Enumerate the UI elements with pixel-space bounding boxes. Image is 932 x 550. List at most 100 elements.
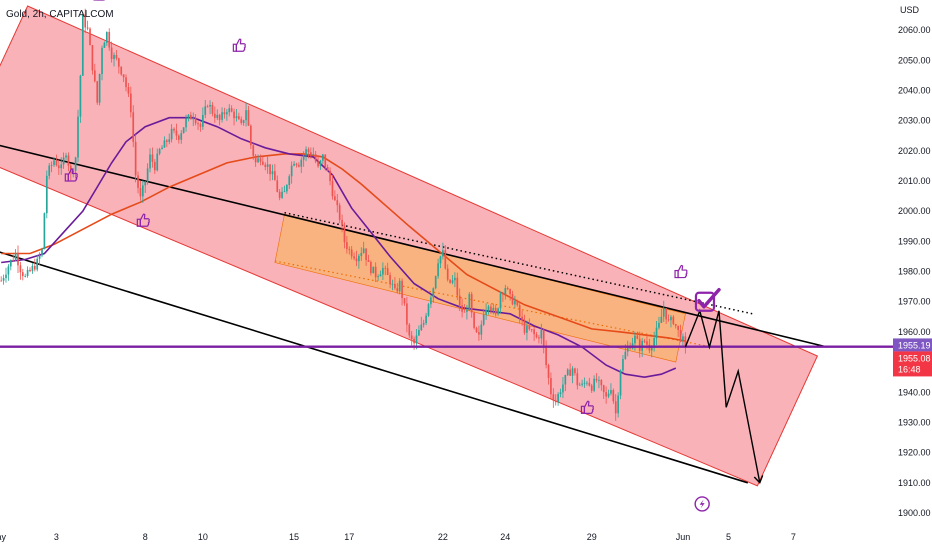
candle bbox=[214, 106, 216, 123]
candle bbox=[403, 298, 406, 306]
candle bbox=[293, 161, 295, 167]
candle bbox=[216, 109, 219, 121]
candle bbox=[60, 157, 63, 175]
price-tick-label: 2000.00 bbox=[898, 206, 931, 216]
candle bbox=[562, 377, 564, 399]
candle-body bbox=[29, 269, 31, 272]
candle-body bbox=[384, 267, 387, 269]
candle-body bbox=[31, 265, 34, 272]
candle bbox=[535, 331, 538, 339]
candle bbox=[329, 167, 331, 186]
thumbs-up-icon[interactable] bbox=[674, 264, 688, 279]
candle bbox=[444, 245, 447, 270]
candle-body bbox=[439, 256, 442, 264]
candle bbox=[545, 340, 547, 369]
candle-body bbox=[350, 249, 353, 257]
thumbs-up-icon[interactable] bbox=[136, 213, 150, 227]
candle bbox=[667, 314, 670, 322]
candle bbox=[182, 127, 185, 134]
time-tick-label: Jun bbox=[676, 532, 691, 542]
candle bbox=[110, 41, 113, 63]
candle-body bbox=[437, 263, 439, 277]
price-tick-label: 1990.00 bbox=[898, 236, 931, 246]
candle-body bbox=[216, 114, 219, 118]
candle bbox=[134, 134, 137, 183]
candle bbox=[120, 66, 123, 76]
candle bbox=[389, 272, 391, 289]
candle-body bbox=[127, 87, 130, 94]
candle-body bbox=[86, 27, 89, 29]
plot-area[interactable] bbox=[0, 0, 893, 512]
candle bbox=[190, 111, 192, 120]
candle-body bbox=[115, 55, 118, 59]
candle-body bbox=[564, 375, 567, 385]
candle bbox=[250, 124, 252, 149]
candle-body bbox=[252, 145, 255, 156]
candle bbox=[84, 8, 87, 33]
check-badge-icon[interactable] bbox=[694, 287, 721, 312]
thumbs-up-hand bbox=[67, 168, 78, 182]
candle bbox=[658, 316, 660, 330]
candle bbox=[578, 382, 581, 386]
candle bbox=[636, 332, 639, 340]
candle-body bbox=[132, 112, 135, 142]
candle-body bbox=[65, 155, 67, 158]
candle-body bbox=[288, 176, 291, 186]
trendlines-layer bbox=[0, 144, 828, 484]
candle bbox=[206, 104, 209, 108]
price-axis[interactable]: 2060.00 2050.00 2040.00 2030.00 2020.00 2010.… bbox=[893, 25, 932, 518]
time-tick-label: 15 bbox=[289, 532, 299, 542]
thumbs-up-hand bbox=[583, 400, 594, 414]
candle bbox=[264, 162, 267, 171]
candle-body bbox=[468, 294, 471, 311]
thumbs-up-hand bbox=[235, 38, 246, 52]
candle-body bbox=[478, 332, 480, 335]
candle bbox=[240, 116, 243, 125]
candle-body bbox=[223, 112, 226, 115]
thumbs-up-icon[interactable] bbox=[232, 38, 246, 52]
candle bbox=[454, 272, 456, 288]
candle-body bbox=[552, 394, 555, 401]
candle-body bbox=[667, 319, 670, 321]
candle bbox=[278, 189, 281, 201]
candle-body bbox=[60, 164, 63, 169]
lower-trendline bbox=[0, 251, 749, 484]
candle-body bbox=[629, 347, 631, 349]
candle-body bbox=[312, 154, 315, 156]
candle bbox=[672, 315, 675, 326]
candle bbox=[396, 282, 399, 294]
candle bbox=[372, 266, 375, 274]
candle bbox=[518, 301, 521, 324]
candle-body bbox=[298, 164, 300, 167]
candle bbox=[307, 147, 310, 159]
candle-body bbox=[547, 365, 550, 379]
candle bbox=[55, 154, 58, 167]
candle bbox=[168, 133, 171, 145]
lightning-bolt-icon[interactable] bbox=[694, 496, 710, 512]
candle-body bbox=[619, 370, 622, 396]
time-axis[interactable]: ay 3 8 10 15 17 22 24 29 Jun 5 7 bbox=[0, 532, 796, 542]
thumbs-up-icon[interactable] bbox=[580, 400, 594, 414]
candle-body bbox=[17, 252, 19, 266]
candle bbox=[93, 63, 96, 83]
candle-body bbox=[7, 266, 10, 275]
candle-body bbox=[408, 324, 411, 336]
candle-body bbox=[418, 330, 420, 336]
candle-body bbox=[540, 329, 543, 339]
price-tick-label: 2010.00 bbox=[898, 176, 931, 186]
candle bbox=[487, 304, 490, 315]
candle-body bbox=[391, 284, 394, 285]
candle bbox=[665, 308, 667, 324]
icons-layer[interactable] bbox=[64, 0, 721, 512]
candle-body bbox=[278, 191, 281, 198]
candle-body bbox=[665, 308, 667, 320]
thumbs-up-icon[interactable] bbox=[64, 168, 78, 182]
price-tick-label: 1930.00 bbox=[898, 417, 931, 427]
candle-body bbox=[226, 112, 228, 115]
candle bbox=[398, 278, 401, 295]
candle-body bbox=[475, 327, 478, 333]
candle-body bbox=[650, 347, 653, 351]
candle-body bbox=[331, 181, 334, 197]
candle-body bbox=[588, 382, 591, 386]
